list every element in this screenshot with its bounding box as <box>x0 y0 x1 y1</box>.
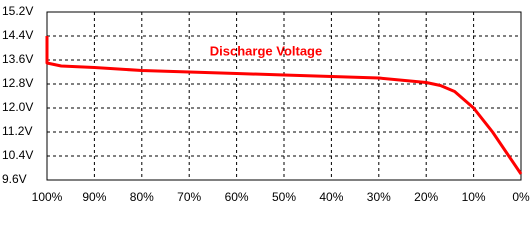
y-tick-label: 12.0V <box>2 100 33 114</box>
x-tick-label: 50% <box>272 190 296 204</box>
y-tick-label: 14.4V <box>2 28 33 42</box>
x-tick-label: 70% <box>177 190 201 204</box>
data-line <box>45 36 523 175</box>
x-tick-label: 10% <box>462 190 486 204</box>
x-tick-label: 90% <box>82 190 106 204</box>
y-tick-label: 11.2V <box>2 124 32 138</box>
chart-title: Discharge Voltage <box>210 43 322 58</box>
x-tick-label: 30% <box>367 190 391 204</box>
x-tick-label: 60% <box>225 190 249 204</box>
x-tick-label: 0% <box>512 190 530 204</box>
y-tick-label: 12.8V <box>2 76 33 90</box>
y-tick-label: 13.6V <box>2 52 33 66</box>
x-tick-label: 80% <box>130 190 154 204</box>
x-tick-label: 20% <box>414 190 438 204</box>
y-tick-label: 15.2V <box>2 4 33 18</box>
y-tick-label: 10.4V <box>2 148 33 162</box>
y-tick-label: 9.6V <box>2 172 27 186</box>
chart: Discharge Voltage 9.6V 10.4V 11.2V 12.0V 12.… <box>2 4 530 204</box>
x-tick-label: 40% <box>319 190 343 204</box>
x-tick-label: 100% <box>32 190 63 204</box>
